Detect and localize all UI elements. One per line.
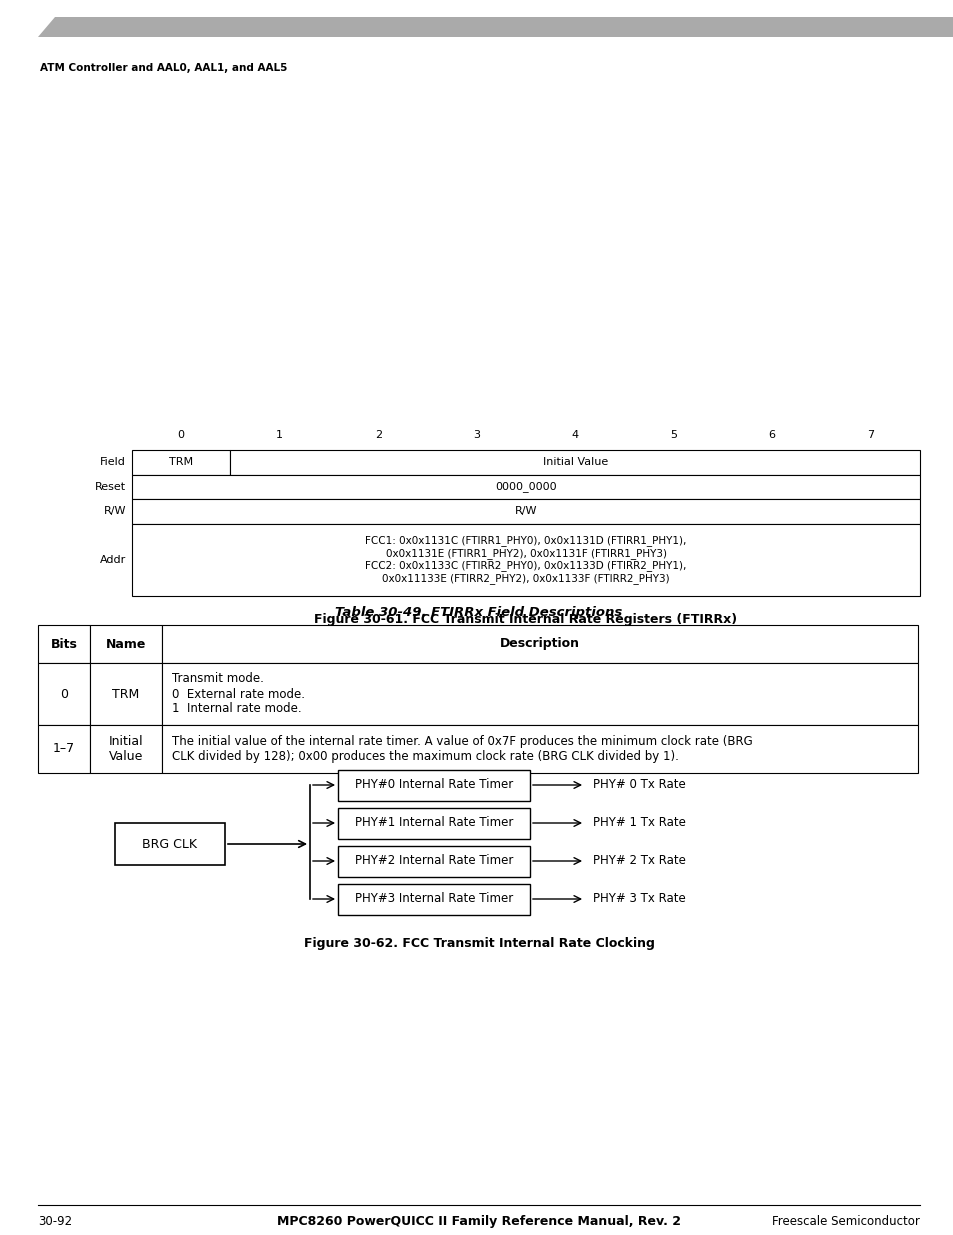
- Text: PHY#0 Internal Rate Timer: PHY#0 Internal Rate Timer: [355, 778, 513, 792]
- Bar: [162, 725, 917, 773]
- Bar: [337, 883, 530, 914]
- Text: BRG CLK: BRG CLK: [142, 837, 197, 851]
- Bar: [132, 474, 919, 499]
- Bar: [115, 823, 225, 864]
- Text: 0: 0: [60, 688, 68, 700]
- Text: Field: Field: [100, 457, 126, 467]
- Text: TRM: TRM: [112, 688, 139, 700]
- Text: Addr: Addr: [100, 555, 126, 564]
- Bar: [38, 663, 90, 725]
- Text: PHY# 0 Tx Rate: PHY# 0 Tx Rate: [593, 778, 685, 792]
- Text: Figure 30-61. FCC Transmit Internal Rate Registers (FTIRRx): Figure 30-61. FCC Transmit Internal Rate…: [314, 614, 737, 626]
- Bar: [337, 846, 530, 877]
- Text: PHY# 1 Tx Rate: PHY# 1 Tx Rate: [593, 816, 685, 830]
- Text: PHY#2 Internal Rate Timer: PHY#2 Internal Rate Timer: [355, 855, 513, 867]
- Bar: [132, 499, 919, 524]
- Text: 1–7: 1–7: [52, 742, 75, 756]
- Text: 4: 4: [571, 430, 578, 440]
- Text: FCC1: 0x0x1131C (FTIRR1_PHY0), 0x0x1131D (FTIRR1_PHY1),
0x0x1131E (FTIRR1_PHY2),: FCC1: 0x0x1131C (FTIRR1_PHY0), 0x0x1131D…: [365, 535, 686, 584]
- Text: 0000_0000: 0000_0000: [495, 482, 557, 493]
- Text: Name: Name: [106, 637, 146, 651]
- Text: Reset: Reset: [94, 482, 126, 492]
- Text: 1: 1: [276, 430, 283, 440]
- Text: 5: 5: [670, 430, 677, 440]
- Text: PHY# 2 Tx Rate: PHY# 2 Tx Rate: [593, 855, 685, 867]
- Text: 0: 0: [177, 430, 185, 440]
- Bar: [162, 663, 917, 725]
- Bar: [132, 524, 919, 595]
- Bar: [231, 450, 919, 474]
- Text: TRM: TRM: [169, 457, 193, 467]
- Text: PHY#3 Internal Rate Timer: PHY#3 Internal Rate Timer: [355, 893, 513, 905]
- Text: 6: 6: [768, 430, 775, 440]
- Text: Initial Value: Initial Value: [542, 457, 607, 467]
- Text: The initial value of the internal rate timer. A value of 0x7F produces the minim: The initial value of the internal rate t…: [172, 735, 752, 763]
- Text: Bits: Bits: [51, 637, 77, 651]
- Text: ATM Controller and AAL0, AAL1, and AAL5: ATM Controller and AAL0, AAL1, and AAL5: [40, 63, 287, 73]
- Bar: [38, 725, 90, 773]
- Text: MPC8260 PowerQUICC II Family Reference Manual, Rev. 2: MPC8260 PowerQUICC II Family Reference M…: [276, 1215, 680, 1228]
- Text: PHY# 3 Tx Rate: PHY# 3 Tx Rate: [593, 893, 685, 905]
- Bar: [90, 663, 162, 725]
- Text: R/W: R/W: [515, 506, 537, 516]
- Text: 30-92: 30-92: [38, 1215, 72, 1228]
- Text: Initial
Value: Initial Value: [109, 735, 143, 763]
- Bar: [38, 625, 90, 663]
- Text: R/W: R/W: [103, 506, 126, 516]
- Text: Table 30-49. FTIRRx Field Descriptions: Table 30-49. FTIRRx Field Descriptions: [335, 606, 622, 619]
- Text: Transmit mode.
0  External rate mode.
1  Internal rate mode.: Transmit mode. 0 External rate mode. 1 I…: [172, 673, 305, 715]
- Text: 2: 2: [375, 430, 381, 440]
- Text: Figure 30-62. FCC Transmit Internal Rate Clocking: Figure 30-62. FCC Transmit Internal Rate…: [303, 936, 654, 950]
- Bar: [162, 625, 917, 663]
- Text: PHY#1 Internal Rate Timer: PHY#1 Internal Rate Timer: [355, 816, 513, 830]
- Bar: [90, 725, 162, 773]
- Text: 3: 3: [473, 430, 479, 440]
- Bar: [90, 625, 162, 663]
- Bar: [337, 808, 530, 839]
- Text: Freescale Semiconductor: Freescale Semiconductor: [771, 1215, 919, 1228]
- Text: 7: 7: [866, 430, 873, 440]
- Bar: [132, 450, 231, 474]
- Text: Description: Description: [499, 637, 579, 651]
- Polygon shape: [38, 17, 953, 37]
- Bar: [337, 769, 530, 800]
